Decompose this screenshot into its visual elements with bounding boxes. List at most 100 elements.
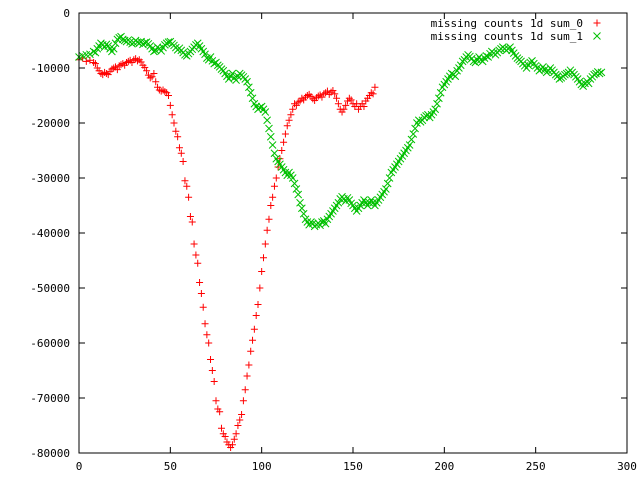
data-point — [201, 50, 209, 59]
data-point — [314, 92, 322, 100]
data-point — [150, 47, 158, 56]
data-point — [210, 378, 218, 385]
data-point — [329, 87, 337, 95]
data-point — [285, 116, 293, 124]
data-point — [250, 325, 258, 333]
data-point — [192, 251, 200, 259]
y-tick-label: 0 — [63, 7, 70, 20]
data-point — [333, 94, 341, 102]
data-point — [230, 435, 238, 443]
data-point — [283, 122, 291, 130]
data-point — [292, 185, 301, 193]
legend-marker — [593, 32, 601, 40]
data-point — [561, 70, 569, 79]
data-point — [409, 130, 418, 138]
data-point — [150, 70, 158, 77]
data-point — [102, 70, 110, 77]
data-point — [267, 202, 275, 209]
data-point — [133, 57, 141, 65]
data-point — [302, 93, 310, 101]
data-point — [290, 179, 299, 188]
data-point — [266, 132, 275, 141]
data-point — [321, 219, 330, 228]
y-tick-label: -40000 — [30, 227, 70, 240]
x-tick-label: 150 — [343, 460, 363, 473]
data-point — [194, 259, 202, 267]
data-point — [456, 61, 465, 70]
data-point — [141, 63, 149, 71]
data-point — [555, 75, 564, 83]
series-0 — [75, 54, 379, 451]
data-point — [196, 279, 204, 286]
data-point — [407, 135, 416, 144]
data-point — [101, 68, 109, 76]
data-point — [179, 158, 187, 165]
data-point — [208, 367, 216, 374]
data-point — [482, 52, 491, 60]
data-point — [234, 422, 242, 429]
data-point — [371, 83, 379, 91]
data-point — [383, 179, 392, 188]
data-point — [245, 361, 253, 369]
data-point — [405, 141, 414, 149]
data-point — [342, 101, 350, 109]
data-point — [186, 213, 194, 220]
data-point — [331, 90, 339, 98]
x-tick-label: 50 — [164, 460, 177, 473]
data-point — [110, 64, 118, 72]
data-point — [117, 61, 125, 69]
data-point — [276, 155, 284, 163]
data-point — [340, 105, 348, 113]
data-point — [111, 39, 120, 48]
data-point — [299, 209, 308, 218]
data-point — [241, 386, 249, 394]
data-point — [212, 397, 220, 405]
data-point — [320, 90, 328, 98]
data-point — [312, 94, 320, 102]
data-point — [243, 77, 251, 86]
data-point — [146, 74, 154, 82]
data-point — [183, 182, 191, 190]
data-point — [239, 397, 247, 405]
data-point — [201, 320, 209, 328]
data-point — [108, 65, 116, 73]
data-point — [91, 48, 100, 57]
data-point — [137, 58, 145, 66]
x-tick-label: 200 — [434, 460, 454, 473]
data-point — [159, 86, 167, 94]
data-point — [263, 226, 271, 234]
data-point — [265, 124, 273, 133]
data-point — [281, 130, 289, 138]
data-point — [221, 433, 229, 440]
data-point — [298, 94, 306, 102]
data-point — [177, 149, 185, 157]
data-point — [322, 89, 330, 97]
data-point — [270, 149, 279, 158]
data-point — [247, 347, 255, 355]
data-point — [119, 60, 127, 68]
data-point — [303, 92, 311, 99]
data-point — [228, 69, 237, 78]
data-point — [161, 88, 169, 96]
data-point — [174, 133, 182, 141]
data-point — [327, 88, 335, 96]
data-point — [166, 101, 174, 109]
data-point — [152, 78, 160, 86]
y-tick-label: -70000 — [30, 392, 70, 405]
x-tick-label: 0 — [76, 460, 83, 473]
data-point — [115, 62, 123, 70]
data-point — [188, 218, 196, 226]
data-point — [249, 336, 257, 344]
data-point — [113, 66, 121, 74]
data-point — [175, 144, 183, 152]
data-point — [157, 87, 165, 95]
data-point — [190, 240, 198, 248]
data-point — [199, 303, 207, 311]
y-tick-label: -80000 — [30, 447, 70, 460]
data-point — [185, 193, 193, 201]
data-point — [385, 174, 394, 182]
data-point — [148, 73, 156, 81]
data-point — [261, 108, 270, 116]
data-point — [345, 94, 353, 102]
